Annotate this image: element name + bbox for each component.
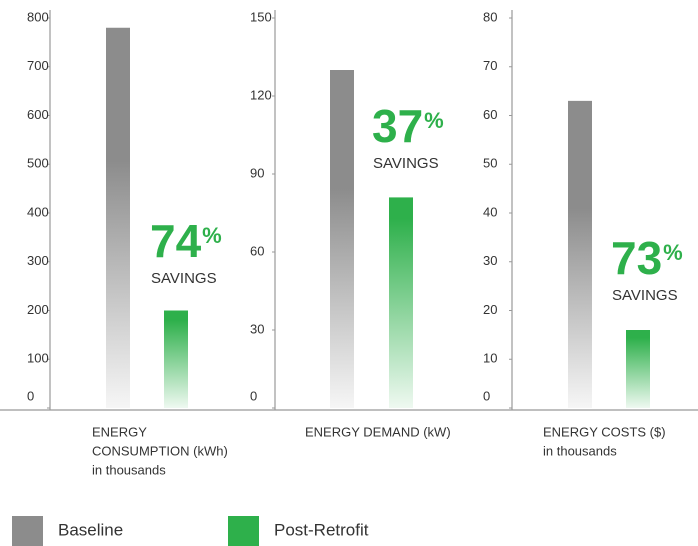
y-tick-label: 100 (27, 351, 49, 366)
y-tick-label: 40 (483, 204, 497, 219)
bar (626, 330, 650, 408)
x-axis-label: in thousands (92, 462, 166, 477)
bar (106, 27, 130, 408)
y-tick-label: 30 (250, 321, 264, 336)
x-axis-label: in thousands (543, 443, 617, 458)
y-tick-label: 30 (483, 253, 497, 268)
savings-unit: % (663, 240, 683, 265)
y-tick-label: 0 (27, 388, 34, 403)
y-tick-label: 300 (27, 253, 49, 268)
savings-label: SAVINGS (612, 287, 678, 304)
savings-unit: % (202, 223, 222, 248)
x-axis-label: CONSUMPTION (kWh) (92, 443, 228, 458)
y-tick-label: 60 (483, 107, 497, 122)
y-tick-label: 600 (27, 107, 49, 122)
y-tick-label: 90 (250, 165, 264, 180)
legend-label: Baseline (58, 520, 123, 539)
y-tick-label: 0 (250, 388, 257, 403)
bar (389, 197, 413, 408)
y-tick-label: 50 (483, 156, 497, 171)
y-tick-label: 200 (27, 302, 49, 317)
savings-label: SAVINGS (373, 155, 439, 172)
x-axis-label: ENERGY DEMAND (kW) (305, 424, 451, 439)
y-tick-label: 70 (483, 58, 497, 73)
x-axis-label: ENERGY COSTS ($) (543, 424, 666, 439)
legend-swatch (12, 516, 43, 546)
y-tick-label: 150 (250, 9, 272, 24)
bar (568, 100, 592, 408)
y-tick-label: 500 (27, 156, 49, 171)
bar (330, 70, 354, 408)
bar (164, 310, 188, 408)
savings-percent: 74 (150, 215, 202, 267)
y-tick-label: 60 (250, 243, 264, 258)
y-tick-label: 400 (27, 204, 49, 219)
legend-label: Post-Retrofit (274, 520, 369, 539)
savings-percent: 37 (372, 100, 423, 152)
x-axis-label: ENERGY (92, 424, 147, 439)
y-tick-label: 80 (483, 9, 497, 24)
y-tick-label: 20 (483, 302, 497, 317)
y-tick-label: 10 (483, 351, 497, 366)
y-tick-label: 0 (483, 388, 490, 403)
y-tick-label: 120 (250, 87, 272, 102)
y-tick-label: 700 (27, 58, 49, 73)
y-tick-label: 800 (27, 9, 49, 24)
legend-swatch (228, 516, 259, 546)
savings-percent: 73 (611, 232, 662, 284)
savings-unit: % (424, 108, 444, 133)
savings-label: SAVINGS (151, 270, 217, 287)
